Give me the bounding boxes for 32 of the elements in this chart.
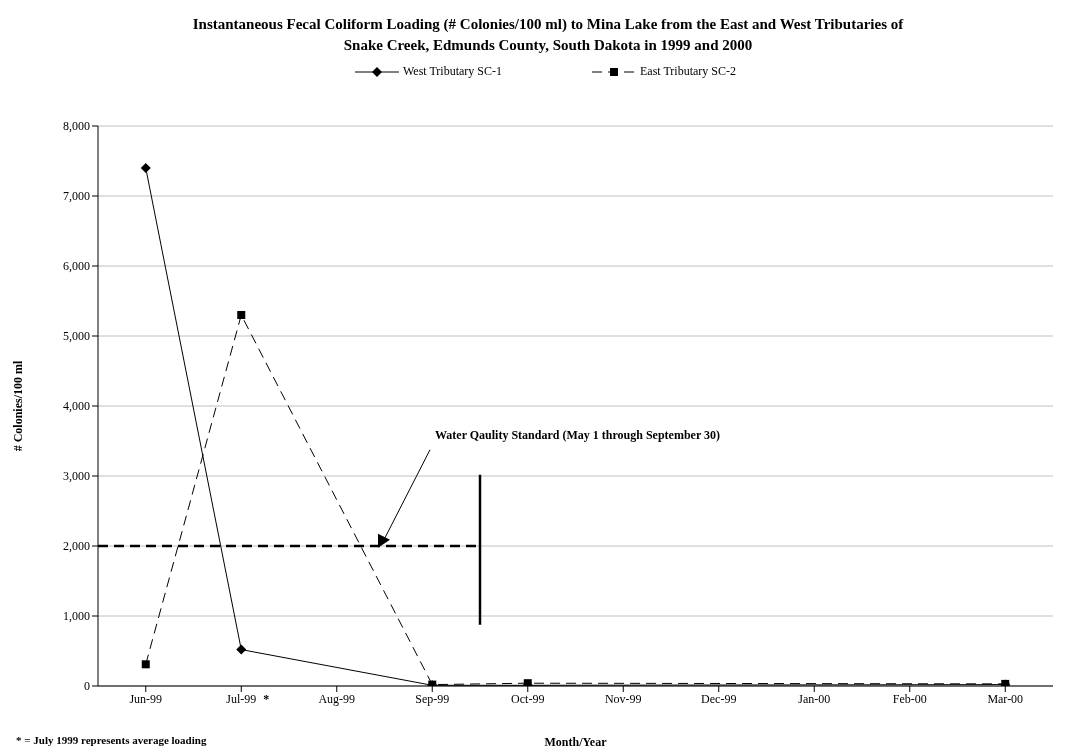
x-tick-label: Dec-99 <box>701 691 737 706</box>
y-tick-label: 2,000 <box>63 539 90 554</box>
x-tick-label: Sep-99 <box>415 691 450 706</box>
point <box>141 660 150 669</box>
y-tick-label: 0 <box>84 679 90 694</box>
y-tick-label: 8,000 <box>63 119 90 134</box>
ref-line-label: Water Qaulity Standard (May 1 through September 30) <box>435 427 721 443</box>
x-tick-label: Jun-99 <box>129 691 163 706</box>
x-tick-label: Nov-99 <box>604 691 642 706</box>
point <box>237 311 246 319</box>
y-tick-label: 3,000 <box>63 469 90 484</box>
x-tick-label: Jul-99 <box>226 691 257 706</box>
point <box>1001 679 1010 686</box>
y-tick-label: 6,000 <box>63 259 90 274</box>
x-tick-label: Mar-00 <box>987 691 1024 706</box>
y-tick-label: 5,000 <box>63 329 90 344</box>
x-tick-label: Jan-00 <box>798 691 831 706</box>
y-axis-title: # Colonies/100 ml <box>11 360 26 452</box>
chart-title: Instantaneous Fecal Coliform Loading (# Colonies/100 ml) to Mina Lake from the East and West Tributaries of Snake Creek, Edmunds County, South Dakota in 1999 and 2000 <box>191 15 905 55</box>
text: * = July 1999 represents average loading <box>16 734 207 746</box>
point <box>236 644 247 655</box>
legend-label: East Tributary SC-2 <box>639 64 737 79</box>
x-tick-label: Oct-99 <box>511 691 545 706</box>
x-tick-label: Feb-00 <box>892 691 927 706</box>
x-axis-title: Month/Year <box>544 735 608 749</box>
text: * <box>263 692 270 707</box>
y-tick-label: 4,000 <box>63 399 90 414</box>
y-tick-label: 1,000 <box>63 609 90 624</box>
point <box>140 163 151 173</box>
y-tick-label: 7,000 <box>63 189 90 204</box>
x-tick-label: Aug-99 <box>318 691 356 706</box>
legend-label: West Tributary SC-1 <box>401 64 503 79</box>
